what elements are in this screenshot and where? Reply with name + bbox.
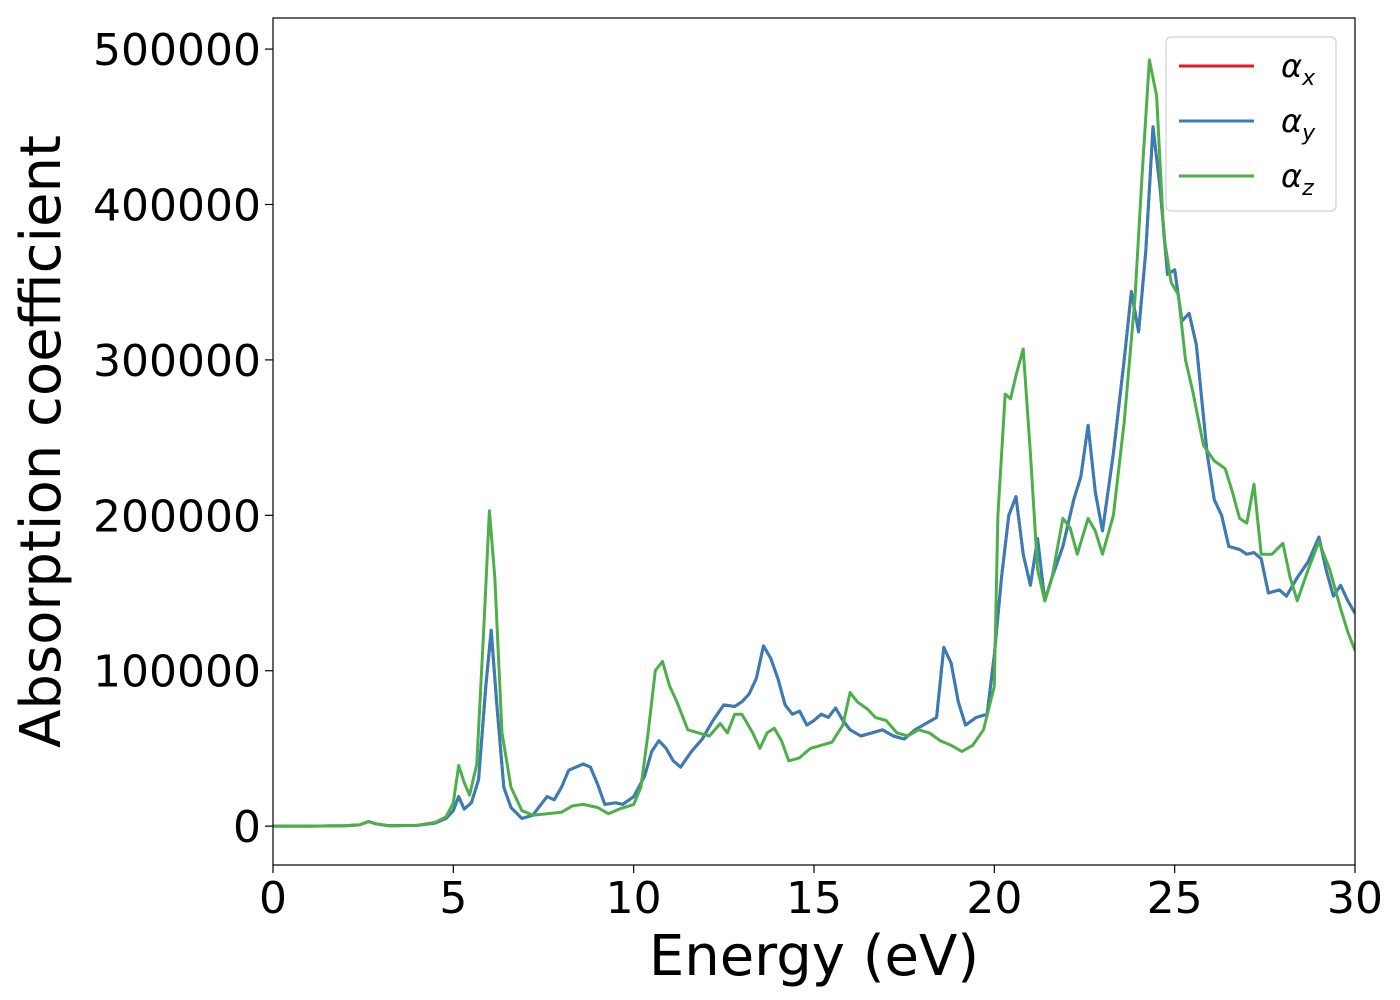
y-axis-title: Absorption coefficient <box>9 135 74 748</box>
x-tick-label: 5 <box>439 873 467 924</box>
x-tick-label: 10 <box>606 873 662 924</box>
series-lines <box>273 58 1355 828</box>
y-tick-label: 0 <box>233 802 261 853</box>
y-tick-label: 400000 <box>93 180 261 231</box>
legend-label-z: αz <box>1281 157 1314 201</box>
legend-label-x: αx <box>1281 47 1316 91</box>
x-tick-label: 0 <box>259 873 287 924</box>
x-tick-label: 15 <box>786 873 842 924</box>
y-tick-label: 500000 <box>93 25 261 76</box>
legend-box <box>1165 36 1337 212</box>
x-tick-label: 30 <box>1327 873 1383 924</box>
legend-label-y: αy <box>1281 102 1316 146</box>
legend: αx αy αz <box>1165 36 1337 212</box>
x-tick-label: 20 <box>966 873 1022 924</box>
y-tick-label: 100000 <box>93 647 261 698</box>
y-tick-label: 200000 <box>93 491 261 542</box>
series-line-y <box>273 125 1355 828</box>
x-axis-title: Energy (eV) <box>649 924 979 989</box>
y-tick-label: 300000 <box>93 336 261 387</box>
series-line-z <box>273 58 1355 828</box>
axes: 0 5 10 15 20 25 30 0 100000 200000 300000 400000 500… <box>9 17 1383 989</box>
x-tick-label: 25 <box>1147 873 1203 924</box>
